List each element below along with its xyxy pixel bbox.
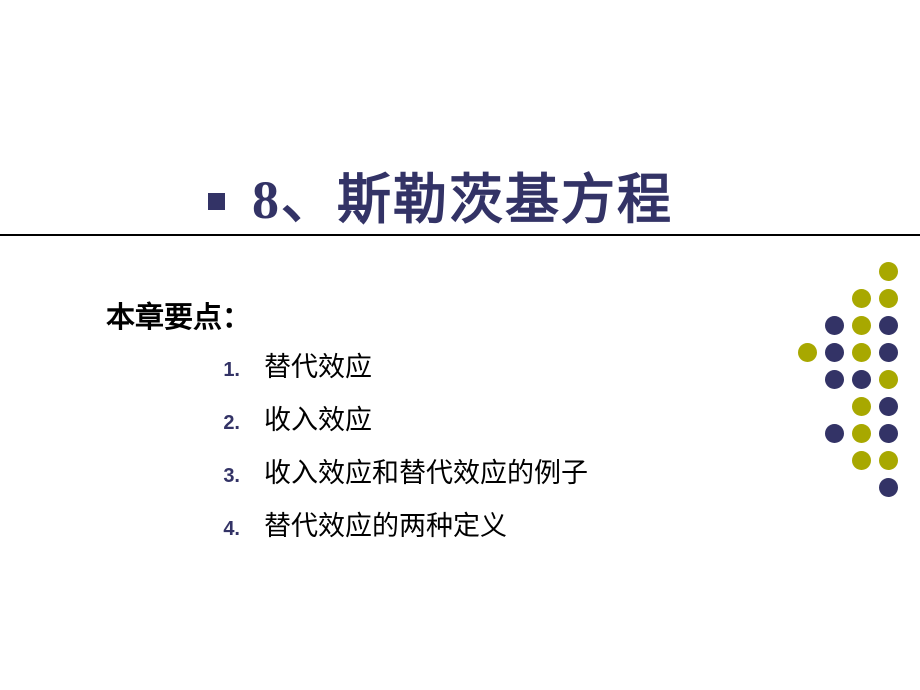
decorative-dots [798,262,898,505]
dot-icon [879,478,898,497]
dot-icon [879,397,898,416]
dot-icon [825,316,844,335]
list-text: 替代效应 [264,345,372,384]
dot-icon [852,343,871,362]
dot-icon [879,424,898,443]
list-text: 替代效应的两种定义 [264,504,507,543]
dot-icon [879,262,898,281]
dot-icon [852,424,871,443]
dot-icon [852,451,871,470]
list-text: 收入效应和替代效应的例子 [264,451,588,490]
dot-icon [879,451,898,470]
dot-icon [798,343,817,362]
list-number: 3. [195,465,240,488]
key-points-list: 1. 替代效应 2. 收入效应 3. 收入效应和替代效应的例子 4. 替代效应的… [195,345,588,557]
dot-icon [879,316,898,335]
title-bullet [208,193,225,210]
list-item: 3. 收入效应和替代效应的例子 [195,451,588,490]
list-text: 收入效应 [264,398,372,437]
list-item: 2. 收入效应 [195,398,588,437]
dot-icon [879,370,898,389]
dot-icon [852,316,871,335]
list-number: 1. [195,359,240,382]
dot-icon [825,424,844,443]
list-item: 1. 替代效应 [195,345,588,384]
dot-icon [825,343,844,362]
list-item: 4. 替代效应的两种定义 [195,504,588,543]
dot-icon [879,289,898,308]
subtitle: 本章要点： [106,294,251,336]
list-number: 4. [195,518,240,541]
dot-icon [852,289,871,308]
dot-icon [852,370,871,389]
dot-icon [852,397,871,416]
dot-icon [825,370,844,389]
page-title: 8、斯勒茨基方程 [252,155,673,234]
dot-icon [879,343,898,362]
title-divider [0,234,920,236]
list-number: 2. [195,412,240,435]
